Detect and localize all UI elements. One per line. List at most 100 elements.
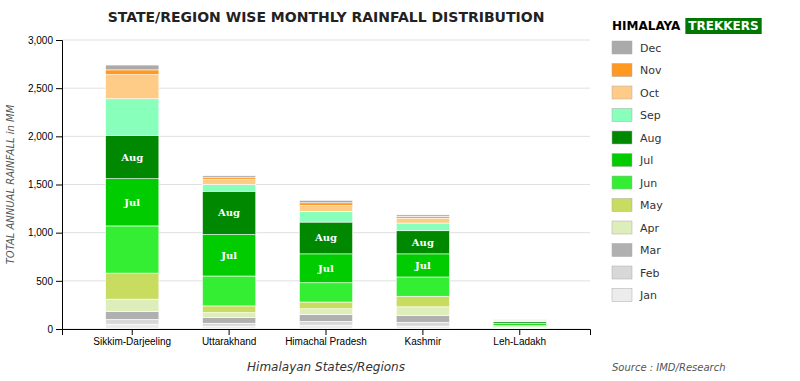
legend-item: Sep [612,109,661,123]
bar-segment [106,226,159,273]
y-tick: 500 [36,276,62,287]
x-tick: Leh-Ladakh [493,329,546,347]
bar-segment [493,319,546,320]
bar-segment [396,223,449,231]
bar-segment [106,75,159,99]
bar-segment [202,317,255,323]
bar-segment [493,327,546,328]
bar-segment [396,307,449,316]
legend-label: Jan [639,289,657,302]
y-tick-mark [56,329,62,330]
bar-segment [493,320,546,321]
legend-label: May [640,199,663,212]
chart-svg: Sikkim-Darjeeling Uttarakhand Himachal Pra… [0,0,800,381]
legend-label: Sep [640,109,661,122]
bar-segment [396,322,449,326]
legend-label: Aug [640,132,661,145]
legend-label: Dec [640,42,661,55]
bar-series [106,70,547,321]
x-tick-label: Himachal Pradesh [285,336,367,347]
bar-segment [106,319,159,324]
bar-series [106,99,547,322]
bar-segment [202,176,255,178]
x-tick-label: Kashmir [405,336,442,347]
bar-segment [493,328,546,329]
legend-swatch [612,266,632,279]
legend-item: Aug [612,131,661,145]
y-tick: 2,000 [28,131,62,142]
legend-item: Oct [612,86,660,100]
bar-series [106,226,547,327]
bar-segment [106,179,159,226]
y-axis: 0 500 1,000 1,500 2,000 2,500 3,000 [28,35,63,335]
x-tick: Kashmir [405,329,442,347]
grid [62,40,590,329]
bar-segment [106,70,159,75]
y-tick-mark [56,88,62,89]
bar-segment [299,321,352,325]
segment-label: Jul [317,263,334,274]
bar-segment [202,191,255,234]
bar-segment [493,320,546,321]
bar-segment [106,135,159,178]
bars [106,65,547,329]
x-tick-label: Sikkim-Darjeeling [93,336,171,347]
bar-segment [106,273,159,299]
bar-segment [396,215,449,216]
bar-segment [299,283,352,302]
bar-segment [396,326,449,329]
x-axis-title: Himalayan States/Regions [247,360,405,374]
legend-swatch [612,131,632,144]
x-axis: Sikkim-Darjeeling Uttarakhand Himachal Pra… [63,329,591,347]
legend-label: Apr [640,222,660,235]
bar-segment [106,65,159,70]
legend-label: Mar [640,244,661,257]
x-tick-label: Leh-Ladakh [493,336,546,347]
plot-area: Sikkim-Darjeeling Uttarakhand Himachal Pra… [28,35,591,347]
legend-label: Nov [640,64,662,77]
y-tick: 0 [47,324,62,335]
y-tick-mark [56,233,62,234]
y-tick-label: 3,000 [28,35,53,46]
y-tick-mark [56,185,62,186]
legend-item: Nov [612,64,662,78]
y-tick: 1,000 [28,227,62,238]
bar-series [106,75,547,322]
bar-segment [493,326,546,327]
bar-segment [493,328,546,329]
bar-segment [299,200,352,202]
legend-swatch [612,221,632,234]
legend-item: Mar [612,244,661,258]
x-tick: Sikkim-Darjeeling [93,329,171,347]
legend-swatch [612,41,632,54]
legend-item: Jul [612,154,653,168]
brand-text: HIMALAYA [612,19,681,33]
x-tick: Uttarakhand [202,329,256,347]
x-tick-mark [422,329,423,335]
y-axis-title: TOTAL ANNUAL RAINFALL in MM [5,104,16,264]
bar-segment [202,306,255,313]
x-tick-mark [229,329,230,335]
bar-segment [396,316,449,323]
y-tick-label: 1,500 [28,179,53,190]
bar-series [106,179,547,325]
segment-label: Jul [220,250,237,261]
segment-label: Aug [411,237,434,248]
title: STATE/REGION WISE MONTHLY RAINFALL DISTR… [108,9,545,25]
legend-label: Jun [639,177,657,190]
segment-label: Jul [123,197,140,208]
legend-item: Dec [612,41,661,55]
segment-label: Aug [120,152,143,163]
x-tick-mark [519,329,520,335]
brand-background [685,18,761,34]
bar-segment [202,180,255,185]
legend-swatch [612,86,632,99]
bar-segment [396,296,449,307]
bar-segment [396,218,449,223]
y-tick-label: 2,500 [28,83,53,94]
x-tick: Himachal Pradesh [285,329,367,347]
chart-container: Sikkim-Darjeeling Uttarakhand Himachal Pra… [0,0,800,381]
legend-swatch [612,176,632,189]
bar-segment [202,313,255,318]
bar-segment [396,277,449,296]
